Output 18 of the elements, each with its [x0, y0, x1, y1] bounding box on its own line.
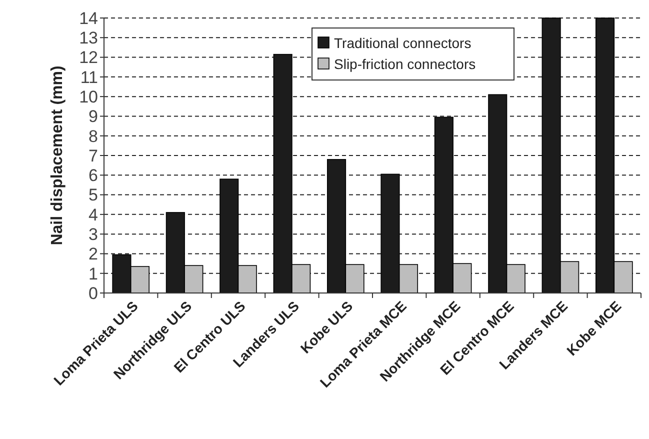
- y-tick-label: 2: [88, 244, 98, 264]
- legend-label: Slip-friction connectors: [334, 56, 476, 72]
- y-tick-label: 4: [88, 205, 98, 224]
- legend-label: Traditional connectors: [334, 34, 472, 51]
- y-tick-label: 6: [88, 166, 98, 186]
- y-tick-label: 1: [88, 264, 98, 284]
- y-tick-label: 9: [88, 107, 98, 126]
- y-tick-label: 14: [79, 8, 98, 28]
- y-axis-title: Nail displacement (mm): [49, 66, 66, 246]
- y-tick-label: 13: [79, 28, 98, 48]
- y-tick-label: 10: [79, 88, 98, 107]
- y-tick-label: 12: [79, 48, 98, 68]
- y-tick-label: 5: [88, 186, 98, 205]
- y-tick-label: 0: [88, 284, 98, 303]
- y-tick-label: 8: [88, 126, 98, 146]
- y-tick-label: 11: [80, 68, 98, 87]
- y-tick-label: 7: [88, 146, 98, 166]
- y-tick-label: 3: [88, 225, 98, 244]
